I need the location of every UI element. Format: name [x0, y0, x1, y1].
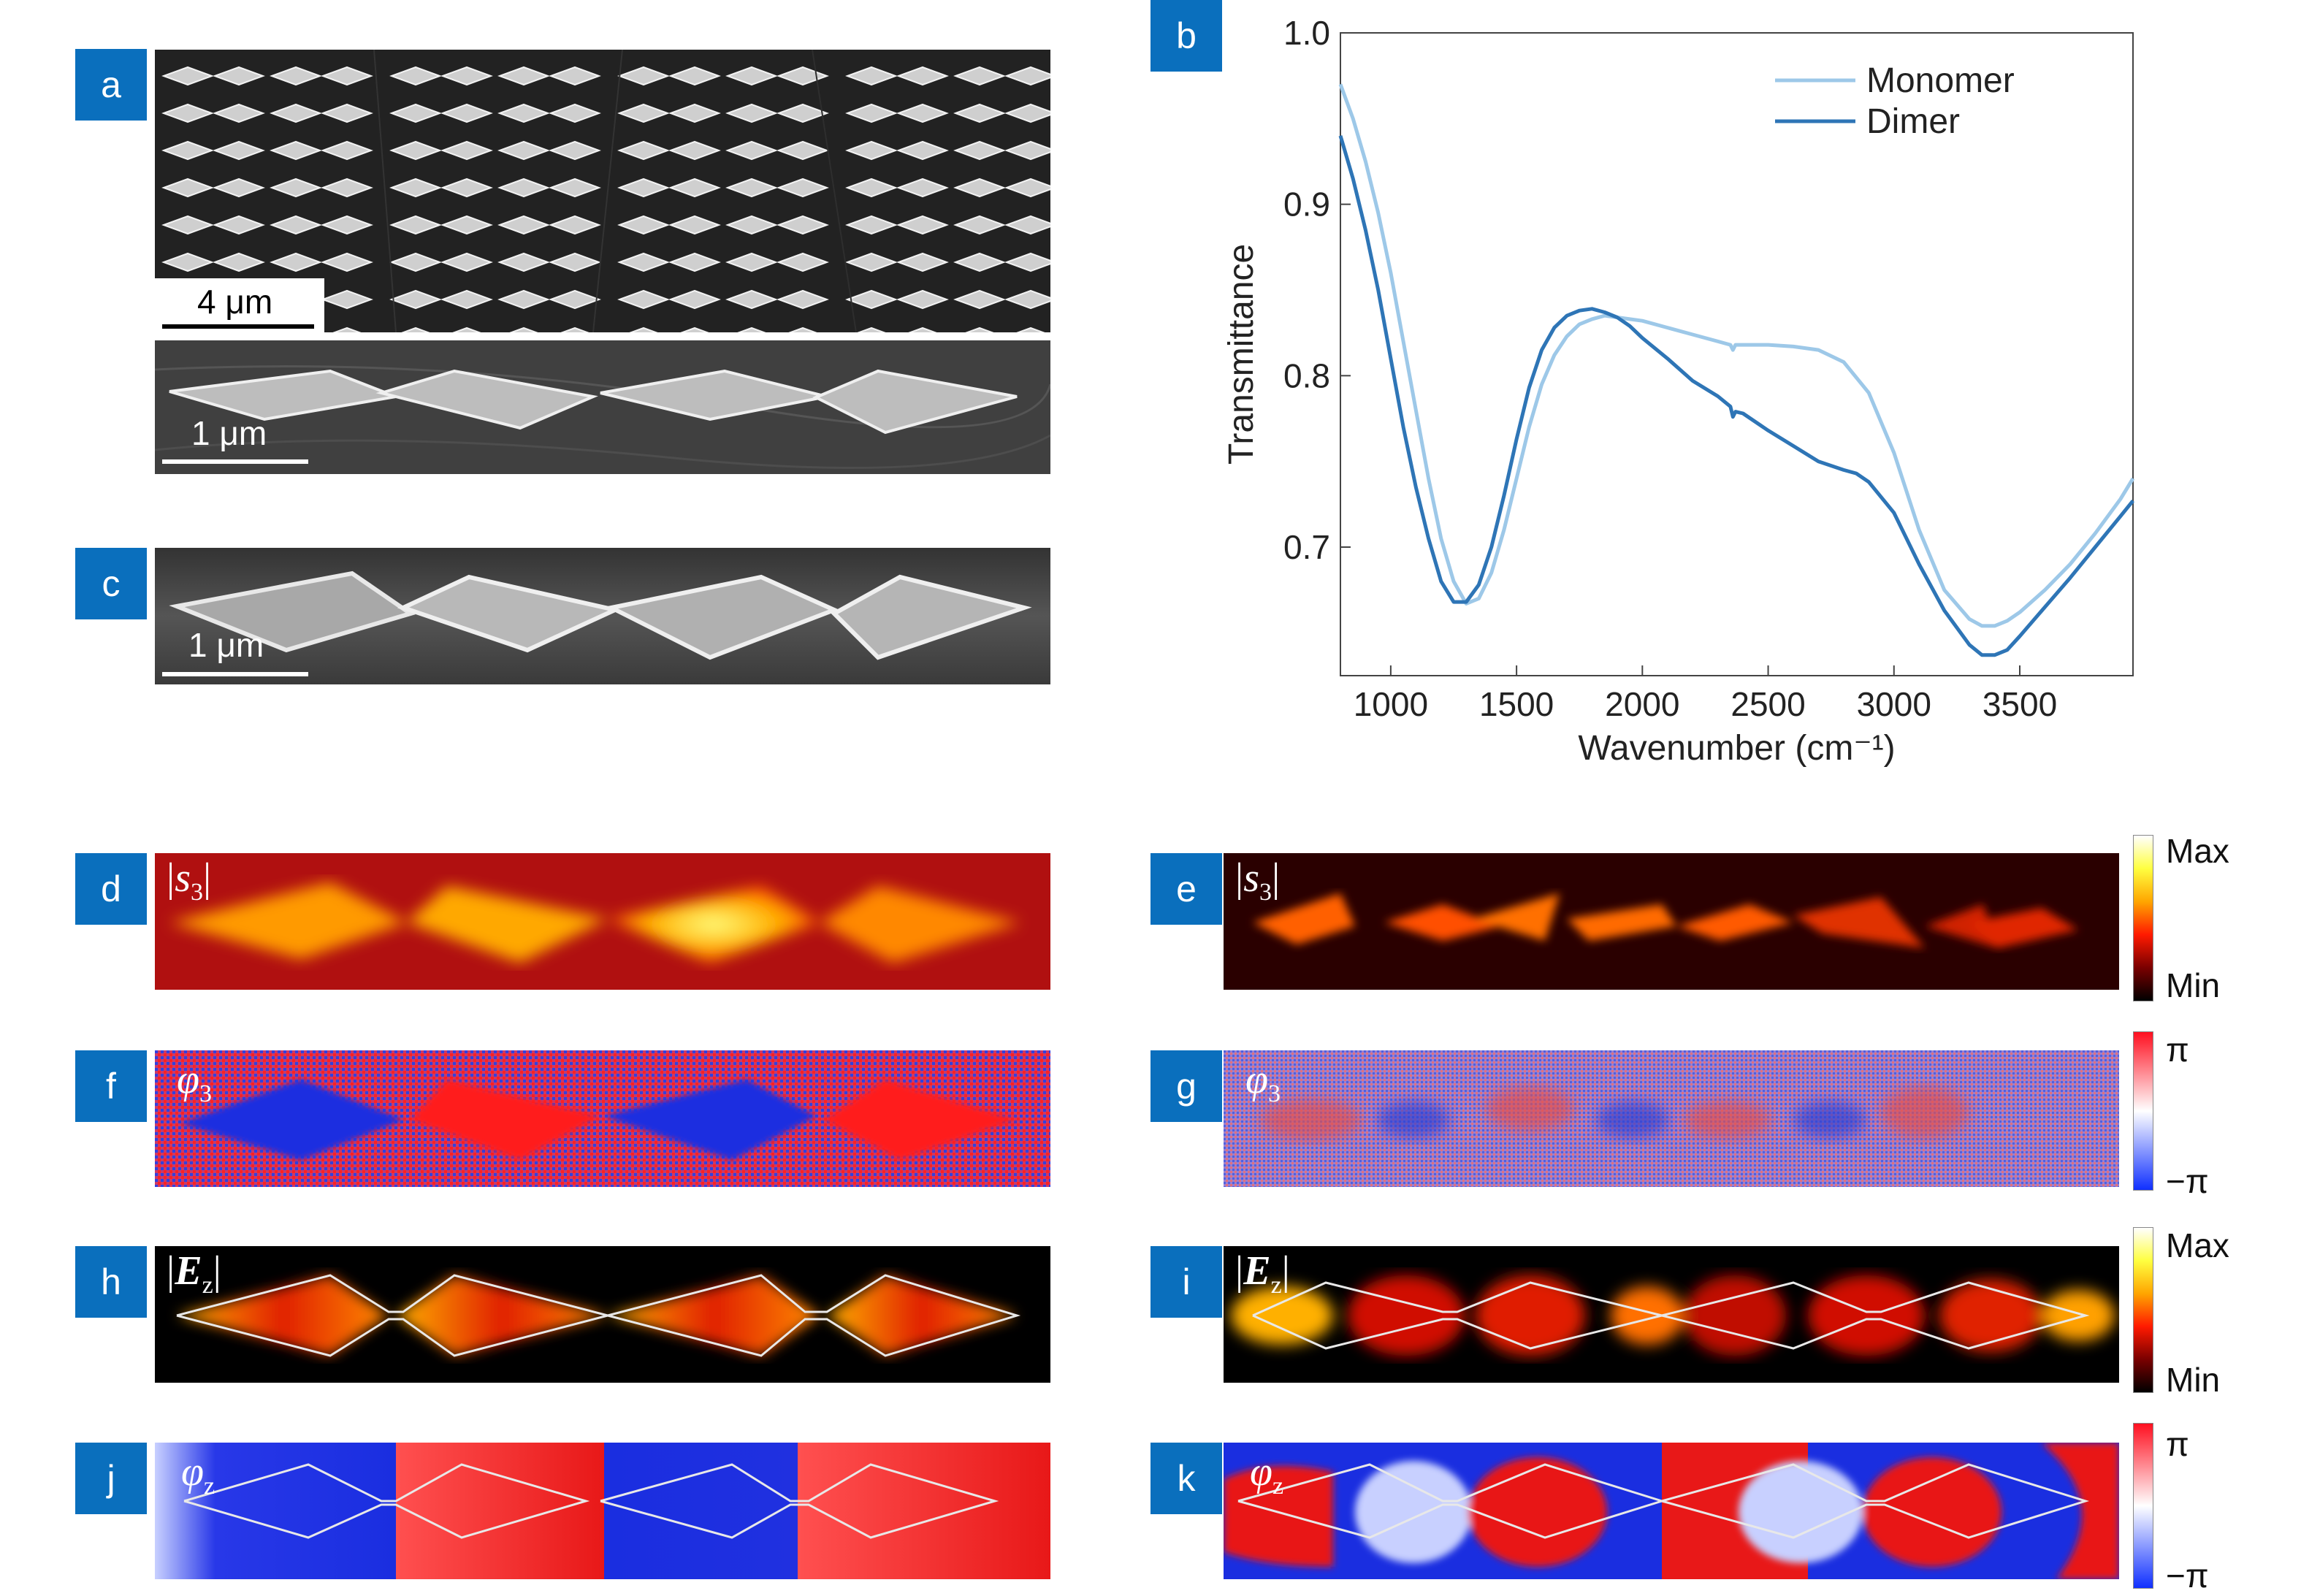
- colorbar-max-k: π: [2166, 1425, 2189, 1463]
- label-phi3-f: φ3: [177, 1057, 212, 1108]
- panel-badge-b: b: [1150, 0, 1222, 72]
- scalebar-label-c: 1 μm: [188, 626, 264, 664]
- ez-chain-svg: [1224, 1246, 2119, 1383]
- simulated-ez-chain: |Ez|: [1224, 1246, 2119, 1383]
- y-tick-label: 0.9: [1283, 186, 1330, 224]
- label-phi3-g: φ3: [1245, 1057, 1281, 1108]
- phiz-dimer-svg: [155, 1443, 1050, 1579]
- panel-badge-e: e: [1150, 853, 1222, 925]
- phiz-chain-svg: [1224, 1443, 2119, 1579]
- colorbar-min-k: −π: [2166, 1557, 2209, 1595]
- phase-chain-svg: [1224, 1050, 2119, 1187]
- nearfield-phase-dimer: φ3: [155, 1050, 1050, 1187]
- panel-badge-h: h: [75, 1246, 147, 1318]
- plot-frame: [1340, 32, 2134, 676]
- colorbar-max-i: Max: [2166, 1226, 2229, 1264]
- scalebar-label-a-bottom: 1 μm: [191, 414, 267, 452]
- nearfield-amplitude-chain: |s3|: [1224, 853, 2119, 990]
- x-tick-label: 3000: [1857, 685, 1931, 723]
- sem-array-image: 4 μm: [155, 50, 1050, 332]
- chart-axes: 1000 1500 2000 2500 3000 3500 0.7 0.8 0.9 1.0 Wave…: [1222, 14, 2134, 768]
- legend-label-monomer: Monomer: [1866, 61, 2015, 100]
- colorbar-min-g: −π: [2166, 1162, 2209, 1200]
- series-line-dimer: [1338, 135, 2134, 657]
- colorbar-min-e: Min: [2166, 966, 2221, 1004]
- afm-svg: [155, 548, 1050, 684]
- ez-dimer-svg: [155, 1246, 1050, 1383]
- panel-badge-a: a: [75, 49, 147, 121]
- x-axis-label: Wavenumber (cm⁻¹): [1578, 729, 1895, 768]
- amp-dimer-svg: [155, 853, 1050, 990]
- x-tick-label: 2000: [1605, 685, 1679, 723]
- panel-badge-f: f: [75, 1050, 147, 1122]
- colorbar-amplitude-e: [2133, 835, 2153, 1001]
- simulated-ez-dimer: |Ez|: [155, 1246, 1050, 1383]
- y-tick-label: 0.8: [1283, 356, 1330, 394]
- transmittance-chart: 1000 1500 2000 2500 3000 3500 0.7 0.8 0.9 1.0 Wave…: [1222, 14, 2135, 768]
- amp-chain-svg: [1224, 853, 2119, 990]
- panel-badge-c: c: [75, 548, 147, 619]
- phase-dimer-svg: [155, 1050, 1050, 1187]
- scalebar-a-top: [162, 324, 314, 329]
- label-s3-d: |s3|: [167, 855, 212, 906]
- y-tick-label: 0.7: [1283, 528, 1330, 566]
- series-line-monomer: [1338, 83, 2135, 628]
- label-phiz-j: φz: [181, 1449, 215, 1500]
- x-tick-label: 1000: [1354, 685, 1428, 723]
- x-tick-label: 1500: [1479, 685, 1554, 723]
- colorbar-phase-g: [2133, 1031, 2153, 1191]
- nearfield-phase-chain: φ3: [1224, 1050, 2119, 1187]
- sem-dimer-svg: [155, 340, 1050, 474]
- scalebar-box-a: [155, 278, 324, 332]
- colorbar-max-e: Max: [2166, 832, 2229, 870]
- colorbar-min-i: Min: [2166, 1361, 2221, 1399]
- label-ez-i: |Ez|: [1235, 1248, 1290, 1299]
- colorbar-phase-k: [2133, 1423, 2153, 1589]
- y-axis-label: Transmittance: [1222, 244, 1261, 465]
- scalebar-label-a-top: 4 μm: [197, 283, 273, 321]
- label-ez-h: |Ez|: [167, 1248, 221, 1299]
- panel-badge-j: j: [75, 1443, 147, 1514]
- chart-series: [1338, 83, 2135, 657]
- nearfield-amplitude-dimer: |s3|: [155, 853, 1050, 990]
- legend-label-dimer: Dimer: [1866, 102, 1960, 141]
- panel-badge-k: k: [1150, 1443, 1222, 1514]
- x-tick-label: 2500: [1730, 685, 1805, 723]
- x-tick-label: 3500: [1983, 685, 2057, 723]
- afm-image: 1 μm: [155, 548, 1050, 684]
- simulated-phase-chain: φz: [1224, 1443, 2119, 1579]
- sem-dimer-image: 1 μm: [155, 340, 1050, 474]
- y-tick-label: 1.0: [1283, 14, 1330, 52]
- colorbar-amplitude-i: [2133, 1227, 2153, 1393]
- panel-badge-i: i: [1150, 1246, 1222, 1318]
- colorbar-max-g: π: [2166, 1031, 2189, 1069]
- simulated-phase-dimer: φz: [155, 1443, 1050, 1579]
- panel-badge-g: g: [1150, 1050, 1222, 1122]
- scalebar-c: [162, 672, 308, 676]
- label-phiz-k: φz: [1250, 1449, 1284, 1500]
- scalebar-a-bottom: [162, 459, 308, 464]
- panel-badge-d: d: [75, 853, 147, 925]
- label-s3-e: |s3|: [1235, 855, 1281, 906]
